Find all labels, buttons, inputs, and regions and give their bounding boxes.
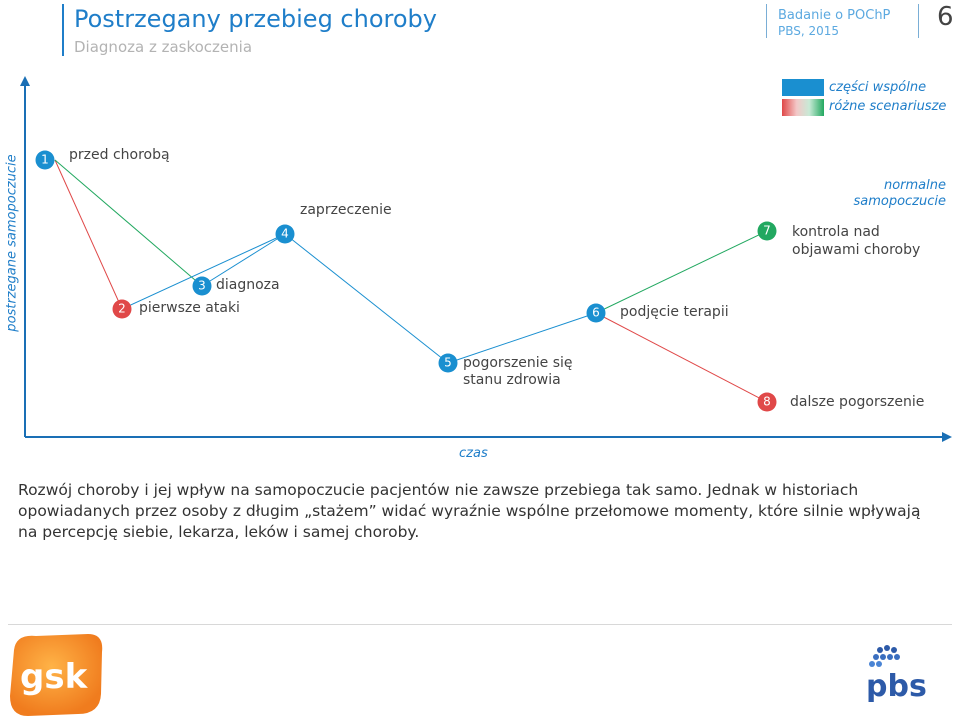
stage-1-label: przed chorobą bbox=[69, 147, 170, 163]
pbs-logo-text: pbs bbox=[866, 669, 927, 702]
stage-2-label: pierwsze ataki bbox=[139, 300, 240, 316]
path-2-4 bbox=[121, 233, 286, 310]
stage-3-label: diagnoza bbox=[216, 277, 280, 293]
stage-8-label: dalsze pogorszenie bbox=[790, 394, 925, 410]
stage-2-marker: 2 bbox=[112, 299, 132, 319]
stage-4-marker: 4 bbox=[275, 224, 295, 244]
source-org-year: PBS, 2015 bbox=[778, 24, 840, 38]
stage-1-marker: 1 bbox=[35, 150, 55, 170]
path-1-3 bbox=[54, 159, 203, 287]
legend-common-swatch bbox=[782, 79, 824, 96]
stage-5-label-line2: stanu zdrowia bbox=[463, 372, 561, 388]
gsk-logo: gsk bbox=[10, 634, 103, 716]
stage-8-marker: 8 bbox=[757, 392, 777, 412]
stage-7-marker: 7 bbox=[757, 221, 777, 241]
disease-course-diagram bbox=[20, 76, 952, 442]
path-6-7 bbox=[595, 230, 768, 314]
footer-divider bbox=[8, 624, 952, 625]
path-4-5 bbox=[284, 233, 449, 364]
stage-6-marker: 6 bbox=[586, 303, 606, 323]
stage-4-label: zaprzeczenie bbox=[300, 202, 392, 218]
page-title: Postrzegany przebieg choroby bbox=[74, 5, 437, 33]
normal-wellbeing-annotation: normalne samopoczucie bbox=[820, 178, 946, 210]
stage-7-label-line1: kontrola nad bbox=[792, 224, 880, 240]
x-axis-label: czas bbox=[459, 446, 488, 461]
stage-6-label: podjęcie terapii bbox=[620, 304, 729, 320]
legend-varied-label: różne scenariusze bbox=[829, 99, 947, 114]
stage-3-marker: 3 bbox=[192, 276, 212, 296]
stage-5-label-line1: pogorszenie się bbox=[463, 355, 573, 371]
path-6-8 bbox=[595, 312, 768, 403]
page-subtitle: Diagnoza z zaskoczenia bbox=[74, 38, 253, 56]
description-paragraph: Rozwój choroby i jej wpływ na samopoczuc… bbox=[18, 481, 921, 541]
normal-wellbeing-line1: normalne bbox=[883, 178, 946, 193]
path-3-4 bbox=[201, 233, 286, 287]
stage-7-label-line2: objawami choroby bbox=[792, 242, 921, 258]
path-5-6 bbox=[447, 312, 597, 364]
gsk-logo-text: gsk bbox=[20, 657, 89, 697]
legend-varied-swatch bbox=[782, 99, 824, 116]
page-number: 6 bbox=[937, 2, 954, 32]
source-divider bbox=[766, 4, 767, 38]
normal-wellbeing-line2: samopoczucie bbox=[853, 194, 946, 209]
legend-common-label: części wspólne bbox=[829, 80, 927, 95]
path-1-2 bbox=[54, 159, 123, 310]
source-study: Badanie o POChP bbox=[778, 8, 891, 23]
page-number-divider bbox=[918, 4, 919, 38]
pbs-logo: pbs bbox=[866, 645, 927, 702]
y-axis-label: postrzegane samopoczucie bbox=[4, 154, 20, 332]
header-accent-bar bbox=[62, 4, 64, 56]
stage-5-marker: 5 bbox=[438, 353, 458, 373]
